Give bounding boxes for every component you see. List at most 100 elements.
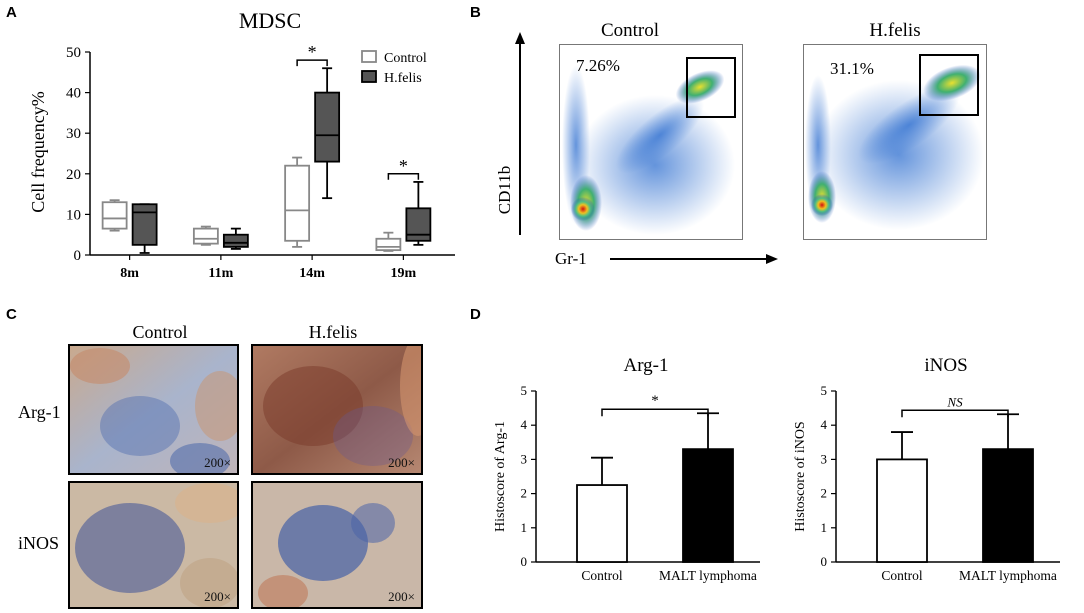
magnification-label: 200× [388,589,415,604]
flow-density-hfelis: 31.1% [805,54,984,230]
box-body [131,203,158,246]
y-tick-label: 40 [66,86,81,102]
flow-density-control: 7.26% [562,56,736,235]
micrograph-control-inos-image [70,483,237,607]
panel-letter-c: C [6,306,17,323]
box-H.felis-19m [405,181,432,246]
box-body [222,233,249,248]
flow-panel: CD11b Gr-1 Control H.felis [470,0,1084,300]
flow-axes: CD11b Gr-1 Control H.felis [495,20,921,268]
significance-bracket [387,173,420,180]
significance-bracket [296,59,328,67]
panel-letter-b: B [470,4,481,21]
y-tick-label: 3 [821,451,828,466]
cd11b-label: CD11b [495,166,514,215]
x-tick-label: MALT lymphoma [959,568,1057,583]
y-tick-label: 1 [821,520,828,535]
x-tick-label: Control [581,568,623,583]
magnification-label: 200× [388,455,415,470]
y-tick-label: 30 [66,126,81,142]
flow-plot-control: 7.26% [559,44,743,240]
box-Control-11m [192,225,219,246]
histology-row-inos: iNOS [18,533,60,553]
y-tick-label: 2 [521,486,528,501]
legend-swatch [361,50,377,63]
cd11b-arrowhead [515,32,525,44]
y-tick-label: 5 [821,383,828,398]
micrograph-hfelis-inos: 200× [251,481,423,609]
y-tick-label: 0 [74,248,82,264]
x-tick-label: MALT lymphoma [659,568,757,583]
box-body [192,227,219,245]
x-tick-label: 11m [208,266,233,281]
x-tick-label: 14m [299,266,325,281]
y-axis-label: Histoscore of Arg-1 [493,421,508,532]
flow-percent-control: 7.26% [576,56,620,75]
box-body [101,201,128,230]
y-tick-label: 3 [521,451,528,466]
bar-MALT lymphoma [982,448,1034,563]
arg1-bar-chart: Arg-1 Histoscore of Arg-1 0 1 2 3 4 5 Control MAL… [493,355,760,583]
y-tick-label: 4 [521,417,528,432]
significance-star: * [308,42,317,62]
panel-letter-a: A [6,4,17,21]
micrograph-control-arg1-image [70,346,237,473]
gr1-label: Gr-1 [555,249,587,268]
mdsc-box-chart: MDSC Cell frequency% 0 10 20 30 40 50 8m 11m 14m… [28,8,455,281]
histology-col-hfelis: H.felis [308,322,358,342]
y-axis-label: Histoscore of iNOS [793,421,808,531]
panel-letter-d: D [470,306,481,323]
y-tick-label: 2 [821,486,828,501]
y-tick-label: 0 [821,554,828,569]
y-tick-label: 0 [521,554,528,569]
bar-Control [576,484,628,563]
micrograph-hfelis-arg1-image [253,346,421,473]
histology-row-arg1: Arg-1 [18,402,61,422]
significance-bracket [901,409,1009,418]
legend-label: H.felis [384,71,422,86]
box-H.felis-8m [131,203,158,254]
box-body [405,207,432,242]
flow-title-hfelis: H.felis [869,20,920,41]
box-Control-8m [101,199,128,232]
y-tick-label: 10 [66,207,81,223]
box-Control-14m [284,156,311,248]
box-H.felis-11m [222,227,249,250]
x-tick-label: 19m [391,266,417,281]
magnification-label: 200× [204,589,231,604]
magnification-label: 200× [204,455,231,470]
significance-bracket [601,408,709,417]
y-tick-label: 1 [521,520,528,535]
box-body [284,164,311,242]
chart-title: Arg-1 [623,355,668,376]
x-tick-label: Control [881,568,923,583]
y-tick-label: 20 [66,167,81,183]
flow-percent-hfelis: 31.1% [830,59,874,78]
y-tick-label: 5 [521,383,528,398]
significance-star: * [399,156,408,176]
box-body [314,91,341,163]
chart-title: iNOS [924,355,967,376]
significance-label: * [651,393,659,409]
micrograph-hfelis-inos-image [253,483,421,607]
chart-a-title: MDSC [239,8,301,33]
histology-col-control: Control [132,322,188,342]
y-tick-label: 50 [66,45,81,61]
legend-label: Control [384,51,427,66]
bar-Control [876,458,928,563]
chart-a-ylabel: Cell frequency% [28,91,48,212]
box-Control-19m [375,231,402,252]
flow-title-control: Control [601,20,659,41]
significance-label: NS [946,394,963,409]
box-H.felis-14m [314,67,341,200]
inos-bar-chart: iNOS Histoscore of iNOS 0 1 2 3 4 5 Control MALT … [793,355,1060,583]
micrograph-control-arg1: 200× [68,344,239,475]
gr1-arrowhead [766,254,778,264]
box-body [375,237,402,252]
micrograph-control-inos: 200× [68,481,239,609]
y-tick-label: 4 [821,417,828,432]
flow-plot-hfelis: 31.1% [803,44,987,240]
bar-MALT lymphoma [682,448,734,563]
x-tick-label: 8m [120,266,139,281]
legend-swatch [361,70,377,83]
